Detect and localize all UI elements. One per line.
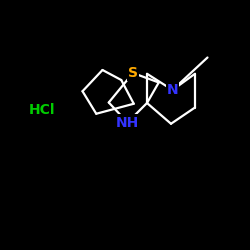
Text: NH: NH [116, 116, 139, 130]
Text: HCl: HCl [29, 103, 56, 117]
Text: S: S [128, 66, 138, 80]
Text: N: N [167, 83, 178, 97]
